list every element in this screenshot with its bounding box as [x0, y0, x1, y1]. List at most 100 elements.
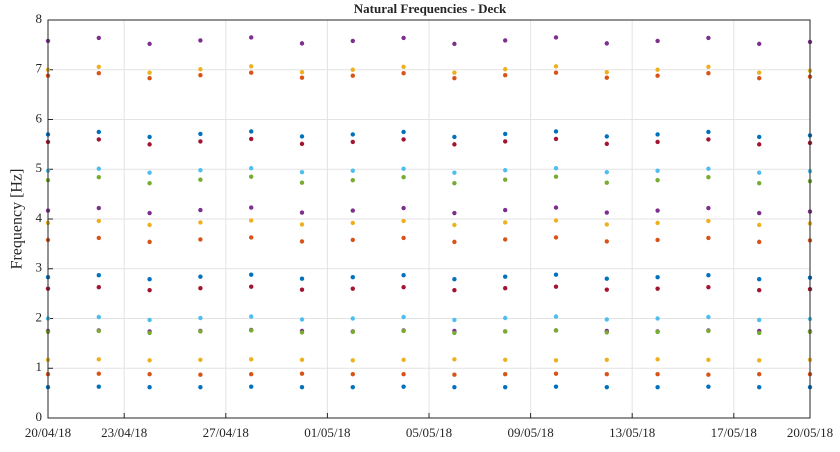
- point: [147, 76, 152, 81]
- point: [401, 328, 406, 334]
- point: [706, 235, 711, 241]
- point: [401, 372, 406, 377]
- point: [553, 136, 559, 142]
- point: [503, 168, 508, 173]
- point: [198, 315, 203, 321]
- point: [452, 357, 457, 362]
- point: [401, 64, 406, 69]
- point: [350, 67, 355, 72]
- point: [757, 170, 762, 175]
- y-tick-label: 8: [36, 11, 43, 26]
- x-tick-label: 23/04/18: [101, 425, 147, 440]
- point: [604, 239, 609, 244]
- point: [249, 218, 254, 223]
- point: [706, 314, 711, 320]
- point: [503, 38, 508, 43]
- series: [45, 174, 813, 186]
- point: [757, 276, 762, 282]
- series: [45, 314, 813, 323]
- point: [350, 237, 355, 243]
- point: [299, 384, 305, 390]
- point: [249, 174, 254, 179]
- point: [249, 64, 254, 69]
- point: [198, 131, 203, 137]
- point: [604, 70, 609, 75]
- point: [147, 330, 152, 336]
- point: [452, 330, 457, 336]
- point: [96, 175, 102, 180]
- point: [655, 139, 660, 145]
- point: [96, 384, 102, 389]
- point: [350, 329, 355, 335]
- y-tick-label: 1: [36, 359, 43, 374]
- point: [249, 314, 254, 319]
- point: [452, 210, 457, 216]
- x-tick-label: 05/05/18: [406, 425, 452, 440]
- point: [706, 35, 711, 41]
- point: [503, 237, 508, 242]
- point: [452, 170, 457, 175]
- point: [147, 317, 152, 323]
- point: [757, 330, 762, 336]
- x-tick-label: 01/05/18: [304, 425, 350, 440]
- point: [350, 38, 355, 44]
- point: [757, 384, 762, 390]
- point: [655, 329, 660, 335]
- point: [503, 372, 508, 377]
- point: [299, 330, 305, 335]
- point: [706, 218, 711, 224]
- point: [604, 276, 609, 281]
- point: [706, 284, 711, 290]
- point: [757, 372, 762, 377]
- point: [147, 170, 152, 175]
- point: [503, 177, 508, 182]
- point: [553, 314, 559, 319]
- y-tick-label: 4: [36, 210, 43, 225]
- point: [350, 286, 355, 291]
- point: [147, 384, 152, 390]
- point: [757, 41, 762, 47]
- x-tick-label: 17/05/18: [711, 425, 757, 440]
- point: [299, 239, 305, 244]
- y-tick-label: 7: [36, 61, 43, 76]
- point: [401, 71, 406, 76]
- point: [96, 314, 102, 320]
- point: [198, 237, 203, 242]
- point: [401, 284, 406, 290]
- point: [503, 329, 508, 334]
- point: [198, 372, 203, 377]
- point: [452, 180, 457, 186]
- point: [655, 275, 660, 280]
- point: [655, 372, 660, 377]
- point: [198, 274, 203, 279]
- point: [299, 222, 305, 227]
- point: [96, 71, 102, 76]
- point: [198, 38, 203, 43]
- series: [45, 64, 813, 75]
- point: [553, 371, 559, 376]
- point: [147, 287, 152, 293]
- point: [401, 273, 406, 278]
- point: [452, 384, 457, 390]
- point: [553, 272, 559, 277]
- point: [706, 175, 711, 180]
- point: [553, 328, 559, 333]
- point: [757, 76, 762, 81]
- series: [45, 70, 813, 81]
- point: [249, 272, 254, 277]
- point: [553, 35, 559, 40]
- y-tick-label: 6: [36, 110, 43, 125]
- point: [452, 317, 457, 323]
- point: [452, 70, 457, 75]
- point: [198, 207, 203, 213]
- point: [655, 67, 660, 72]
- point: [503, 207, 508, 213]
- x-tick-label: 20/05/18: [787, 425, 833, 440]
- point: [249, 129, 254, 134]
- point: [96, 129, 102, 135]
- series: [45, 371, 813, 377]
- point: [604, 141, 609, 147]
- point: [401, 384, 406, 389]
- point: [604, 180, 609, 185]
- point: [401, 35, 406, 41]
